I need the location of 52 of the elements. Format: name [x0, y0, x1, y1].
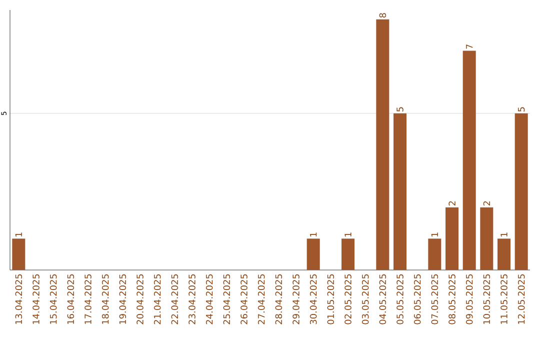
bar	[12, 238, 26, 270]
data-label: 1	[431, 232, 438, 236]
x-tick-label: 04.05.2025	[379, 274, 386, 324]
bar	[306, 238, 320, 270]
x-tick-label: 02.05.2025	[344, 274, 352, 324]
x-tick-label: 16.04.2025	[67, 274, 74, 324]
x-tick-label: 14.04.2025	[32, 274, 40, 324]
bar	[498, 238, 511, 270]
bar	[462, 50, 476, 270]
data-label: 2	[483, 201, 490, 206]
x-tick-label: 11.05.2025	[500, 274, 508, 324]
bar	[342, 238, 355, 270]
data-label: 1	[310, 232, 317, 236]
bar	[394, 113, 407, 270]
x-tick-label: 01.05.2025	[327, 274, 334, 324]
x-tick-label: 26.04.2025	[240, 274, 248, 324]
data-label: 7	[466, 44, 473, 49]
x-tick-label: 08.05.2025	[448, 274, 456, 324]
x-tick-label: 07.05.2025	[431, 274, 438, 324]
bar	[428, 238, 442, 270]
x-tick-label: 21.04.2025	[154, 274, 161, 324]
x-tick-label: 06.05.2025	[414, 274, 421, 324]
x-tick-label: 17.04.2025	[84, 274, 92, 324]
x-tick-label: 27.04.2025	[258, 274, 265, 324]
bar	[376, 19, 390, 270]
x-tick-label: 09.05.2025	[466, 274, 473, 324]
data-label: 5	[518, 107, 525, 112]
x-tick-label: 30.04.2025	[310, 274, 317, 324]
data-label: 2	[448, 201, 456, 206]
x-tick-label: 23.04.2025	[188, 274, 196, 324]
x-tick-label: 25.04.2025	[223, 274, 230, 324]
x-tick-label: 22.04.2025	[171, 274, 178, 324]
x-tick-label: 15.04.2025	[50, 274, 57, 324]
x-tick-label: 12.05.2025	[518, 274, 525, 324]
x-tick-label: 28.04.2025	[275, 274, 282, 324]
data-label: 1	[500, 232, 508, 236]
bar	[514, 113, 528, 270]
data-label: 1	[344, 232, 352, 236]
x-tick-label: 24.04.2025	[206, 274, 213, 324]
data-label: 5	[396, 107, 404, 112]
x-tick-label: 18.04.2025	[102, 274, 109, 324]
bar	[480, 207, 494, 270]
data-label: 8	[379, 13, 386, 18]
x-tick-label: 03.05.2025	[362, 274, 369, 324]
x-tick-label: 05.05.2025	[396, 274, 404, 324]
x-tick-label: 10.05.2025	[483, 274, 490, 324]
bar	[446, 207, 459, 270]
data-label: 1	[15, 232, 22, 236]
x-tick-label: 29.04.2025	[292, 274, 300, 324]
x-tick-label: 19.04.2025	[119, 274, 126, 324]
x-tick-label: 13.04.2025	[15, 274, 22, 324]
x-tick-label: 20.04.2025	[136, 274, 144, 324]
